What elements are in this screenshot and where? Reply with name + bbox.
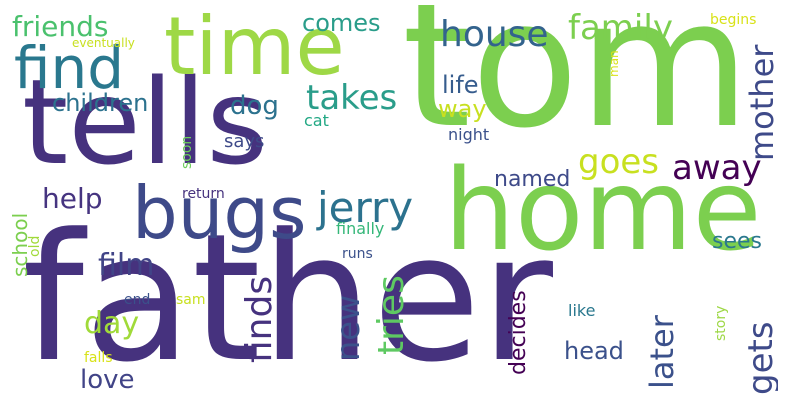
- word-day: day: [84, 306, 140, 341]
- word-falls: falls: [84, 350, 113, 366]
- word-cat: cat: [304, 111, 329, 130]
- word-decides: decides: [506, 290, 531, 375]
- word-takes: takes: [306, 78, 398, 118]
- word-life: life: [442, 71, 479, 99]
- word-find: find: [14, 34, 125, 102]
- word-story: story: [713, 305, 729, 341]
- word-dog: dog: [230, 91, 279, 121]
- word-finds: finds: [239, 275, 280, 363]
- word-night: night: [448, 125, 490, 144]
- word-father: father: [22, 196, 554, 400]
- word-sees: sees: [712, 229, 762, 254]
- word-mother: mother: [743, 44, 778, 161]
- word-begins: begins: [710, 12, 757, 28]
- word-tries: tries: [371, 275, 412, 355]
- word-sam: sam: [176, 292, 206, 308]
- word-way: way: [438, 95, 487, 123]
- word-friends: friends: [12, 10, 109, 43]
- word-home: home: [444, 146, 762, 276]
- word-old: old: [27, 235, 43, 257]
- word-time: time: [164, 5, 345, 93]
- word-says: says: [224, 131, 265, 152]
- word-love: love: [80, 365, 135, 395]
- word-comes: comes: [302, 9, 381, 37]
- word-man: man: [607, 50, 621, 77]
- word-end: end: [124, 292, 151, 308]
- word-named: named: [494, 167, 571, 192]
- word-film: film: [98, 248, 155, 283]
- word-new: new: [329, 294, 367, 361]
- word-gets: gets: [741, 321, 778, 395]
- word-soon: soon: [179, 135, 195, 169]
- word-bugs: bugs: [132, 171, 307, 255]
- word-runs: runs: [342, 246, 373, 262]
- word-goes: goes: [578, 142, 660, 182]
- word-finally: finally: [336, 219, 385, 238]
- word-family: family: [568, 8, 673, 48]
- word-like: like: [568, 301, 596, 320]
- word-house: house: [440, 14, 549, 55]
- word-children: children: [52, 89, 149, 117]
- word-jerry: jerry: [317, 183, 414, 232]
- word-cloud: father tom tells home time bugs find jerry house…: [12, 5, 778, 400]
- word-away: away: [672, 148, 762, 188]
- word-tells: tells: [22, 53, 268, 191]
- word-head: head: [564, 337, 624, 365]
- word-tom: tom: [402, 5, 751, 167]
- word-later: later: [643, 315, 681, 389]
- word-help: help: [42, 182, 103, 215]
- word-eventually: eventually: [72, 36, 135, 50]
- word-return: return: [182, 186, 225, 202]
